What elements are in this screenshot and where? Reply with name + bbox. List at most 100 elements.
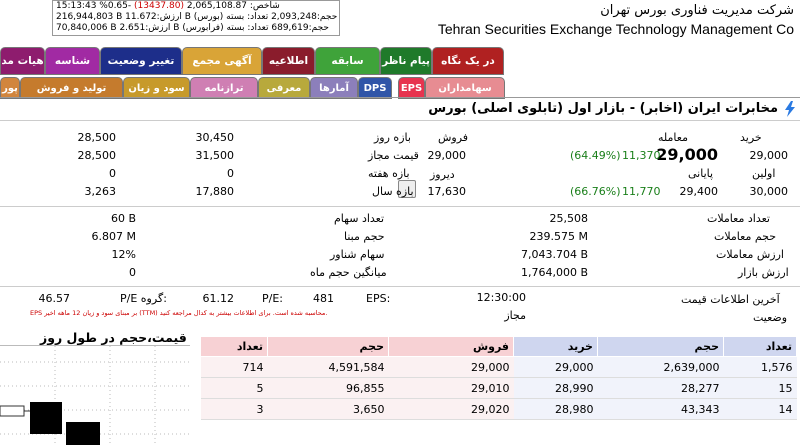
index-line-farabourse: 70,840,006 B ارزش:2.651 B حجم:689,619 تع… xyxy=(56,23,329,33)
header-buy-price: خرید xyxy=(513,336,598,357)
sell-label: فروش xyxy=(438,131,469,144)
tab-profit-loss[interactable]: سود و زیان xyxy=(123,77,190,99)
day-range-high: 30,450 xyxy=(195,131,235,144)
tab-bar: در یک نگاه پیام ناظر سابقه اطلاعیه آگهی … xyxy=(0,47,800,99)
tab-balance-sheet[interactable]: ترازنامه xyxy=(190,77,258,99)
market-index-box: 15:13:43 %0.65- (13437.80) 2,065,108.87 … xyxy=(52,0,340,36)
group-pe-value: 46.57 xyxy=(38,292,71,305)
symbol-title-bar: مخابرات ایران (اخابر) - بازار اول (تابلو… xyxy=(0,97,800,121)
buy-count: 1,576 xyxy=(723,356,797,378)
last-value: 29,400 xyxy=(679,185,719,198)
sell-count: 3 xyxy=(200,398,268,420)
calculator-icon[interactable] xyxy=(398,180,416,198)
buy-price: 28,980 xyxy=(513,398,598,420)
intraday-chart xyxy=(0,345,190,445)
tab-production-sales[interactable]: تولید و فروش xyxy=(20,77,123,99)
year-range-low: 3,263 xyxy=(84,185,117,198)
avg-volume-label: میانگین حجم ماه xyxy=(310,266,387,279)
last-change: 11,770 xyxy=(622,185,661,198)
divider xyxy=(0,206,800,207)
header-sell-count: تعداد xyxy=(200,336,268,357)
status-label: وضعیت xyxy=(753,311,788,324)
last-price-info-value: 12:30:00 xyxy=(476,291,526,304)
index-line-1: 15:13:43 %0.65- (13437.80) 2,065,108.87 … xyxy=(56,1,339,12)
index-change-pct: %0.65- xyxy=(99,1,132,11)
buy-volume: 43,343 xyxy=(597,398,724,420)
float-label: سهام شناور xyxy=(330,248,385,261)
sell-volume: 3,650 xyxy=(267,398,389,420)
tab-status-change[interactable]: تغییر وضعیت xyxy=(100,47,182,75)
first-label: اولین xyxy=(752,167,776,180)
order-book-header-row: تعداد حجم فروش خرید حجم تعداد xyxy=(200,336,797,357)
pe-value: 61.12 xyxy=(202,292,235,305)
buy-count: 15 xyxy=(723,377,797,399)
trade-change: 11,370 xyxy=(622,149,661,162)
shares-count-label: تعداد سهام xyxy=(334,212,385,225)
market-value-label: ارزش بازار xyxy=(738,266,789,279)
buy-count: 14 xyxy=(723,398,797,420)
trade-label: معامله xyxy=(658,131,688,144)
tab-introduction[interactable]: معرفی xyxy=(258,77,310,99)
eps-note: EPS بر مبنای سود و زیان 12 ماهه اخیر (TT… xyxy=(30,309,328,317)
header-sell-volume: حجم xyxy=(267,336,389,357)
eps-value: 481 xyxy=(313,292,334,305)
year-range-high: 17,880 xyxy=(195,185,235,198)
tab-shareholders[interactable]: سهامداران xyxy=(425,77,505,99)
status-value: مجاز xyxy=(504,309,526,322)
header-buy-count: تعداد xyxy=(723,336,797,357)
sell-price: 29,010 xyxy=(388,377,514,399)
index-value: 2,065,108.87 :شاخص xyxy=(186,1,280,11)
intraday-chart-svg xyxy=(0,346,190,445)
tab-board[interactable]: هیات مد xyxy=(0,47,45,75)
tab-supervisor-message[interactable]: پیام ناظر xyxy=(380,47,432,75)
buy-volume: 2,639,000 xyxy=(597,356,724,378)
tab-dps[interactable]: DPS xyxy=(358,77,392,99)
order-book-row: 714 4,591,584 29,000 29,000 2,639,000 1,… xyxy=(200,356,797,378)
index-line-bourse: 216,944,803 B ارزش:11.672 B حجم:2,093,24… xyxy=(56,12,338,22)
market-value-value: 1,764,000 B xyxy=(520,266,588,279)
intraday-chart-title: قیمت،حجم در طول روز xyxy=(40,330,187,345)
allowed-range-high: 31,500 xyxy=(195,149,235,162)
year-range-label: بازه سال xyxy=(372,185,414,198)
value-label: ارزش معاملات xyxy=(716,248,784,261)
chart-candle xyxy=(66,422,100,445)
volume-value: 239.575 M xyxy=(529,230,588,243)
order-book-row: 5 96,855 29,010 28,990 28,277 15 xyxy=(200,377,797,399)
index-change-value: (13437.80) xyxy=(134,1,184,11)
sell-volume: 4,591,584 xyxy=(267,356,389,378)
allowed-range-low: 28,500 xyxy=(77,149,117,162)
yesterday-value: 17,630 xyxy=(427,185,467,198)
order-book-table: تعداد حجم فروش خرید حجم تعداد 714 4,591,… xyxy=(200,336,797,420)
avg-volume-value: 0 xyxy=(129,266,136,279)
tab-portfolio[interactable]: پور xyxy=(0,77,20,99)
week-range-low: 0 xyxy=(109,167,116,180)
week-range-label: بازه هفته xyxy=(368,167,410,180)
shares-count-value: 60 B xyxy=(110,212,136,225)
volume-label: حجم معاملات xyxy=(714,230,777,243)
header-sell-price: فروش xyxy=(388,336,514,357)
tab-announcement[interactable]: اطلاعیه xyxy=(262,47,315,75)
first-value: 30,000 xyxy=(749,185,789,198)
divider xyxy=(0,286,800,287)
sell-count: 714 xyxy=(200,356,268,378)
trades-count-value: 25,508 xyxy=(549,212,589,225)
day-range-label: بازه روز xyxy=(374,131,411,144)
tab-at-a-glance[interactable]: در یک نگاه xyxy=(432,47,504,75)
buy-label: خرید xyxy=(740,131,762,144)
tab-assembly-notice[interactable]: آگهی مجمع xyxy=(182,47,262,75)
tab-statistics[interactable]: آمارها xyxy=(310,77,358,99)
sell-value: 29,000 xyxy=(427,149,467,162)
company-name-en: Tehran Securities Exchange Technology Ma… xyxy=(437,21,794,37)
tab-eps[interactable]: EPS xyxy=(398,77,425,99)
tab-history[interactable]: سابقه xyxy=(315,47,380,75)
sell-count: 5 xyxy=(200,377,268,399)
trades-count-label: تعداد معاملات xyxy=(707,212,770,225)
sell-volume: 96,855 xyxy=(267,377,389,399)
tab-identifier[interactable]: شناسه xyxy=(45,47,100,75)
week-range-high: 0 xyxy=(227,167,234,180)
buy-volume: 28,277 xyxy=(597,377,724,399)
chart-candle xyxy=(0,405,25,417)
sell-price: 29,000 xyxy=(388,356,514,378)
buy-price: 28,990 xyxy=(513,377,598,399)
day-range-low: 28,500 xyxy=(77,131,117,144)
